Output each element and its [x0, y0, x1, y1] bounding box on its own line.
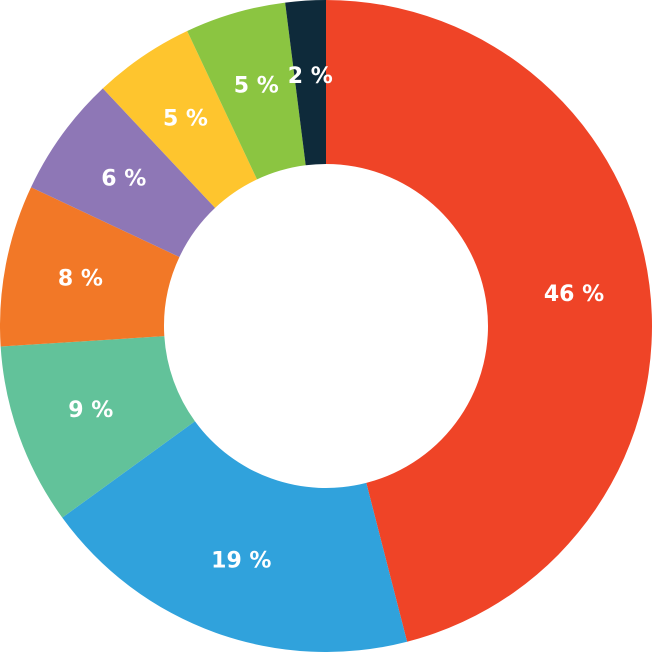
slice-label-4: 6 % [101, 167, 146, 192]
slice-6 [187, 2, 306, 180]
slice-label-7: 2 % [288, 64, 333, 89]
labels-group: 46 % 19 % 9 % 8 % 6 % 5 % 5 % 2 % [58, 64, 604, 574]
slice-label-3: 8 % [58, 267, 103, 292]
slice-4 [31, 88, 216, 258]
slice-5 [102, 31, 258, 208]
slice-1 [62, 421, 408, 652]
slice-label-5: 5 % [163, 107, 208, 132]
slice-label-6: 5 % [234, 73, 279, 98]
slice-3 [0, 187, 180, 347]
slice-7 [285, 0, 326, 166]
slice-label-1: 19 % [211, 549, 271, 574]
slice-2 [0, 336, 195, 518]
slice-label-2: 9 % [68, 398, 113, 423]
slice-label-0: 46 % [544, 282, 604, 307]
slice-0 [326, 0, 652, 642]
